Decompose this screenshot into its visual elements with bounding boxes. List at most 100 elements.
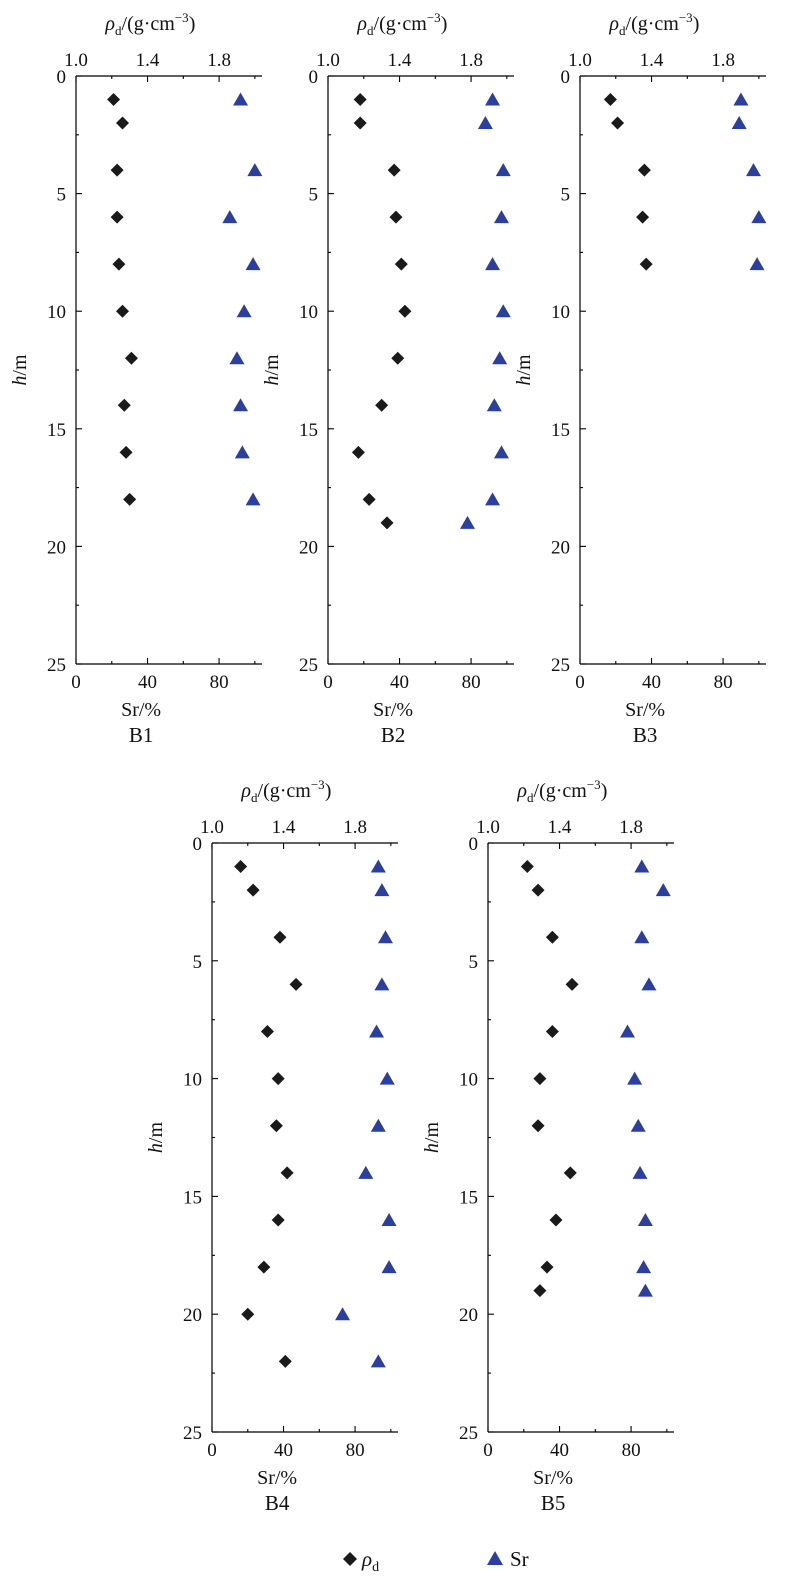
panel-label: B3	[633, 723, 658, 747]
rho-point	[533, 1072, 547, 1086]
rho-point	[123, 492, 137, 506]
sr-point	[233, 92, 249, 106]
sr-point	[495, 304, 511, 318]
sr-point	[637, 1283, 653, 1297]
top-tick-label: 1.4	[136, 50, 160, 71]
sr-point	[222, 210, 238, 224]
top-axis-title: ρd/(g·cm−3)	[356, 10, 447, 38]
legend-rho-symbol: ρ	[361, 1547, 372, 1571]
top-tick-label: 1.0	[568, 50, 592, 71]
y-tick-label: 10	[551, 302, 570, 323]
legend-sr-label: Sr	[510, 1547, 529, 1571]
top-tick-label: 1.8	[207, 50, 231, 71]
sr-point	[733, 92, 749, 106]
legend: ρd Sr	[343, 1547, 529, 1575]
top-tick-label: 1.0	[64, 50, 88, 71]
rho-point	[520, 860, 534, 874]
y-tick-label: 0	[309, 67, 319, 88]
legend-rho-marker	[343, 1552, 357, 1566]
y-tick-label: 20	[299, 537, 318, 558]
rho-point	[398, 304, 412, 318]
y-axis-title: h/m	[513, 354, 535, 386]
panel-label: B4	[265, 1491, 290, 1515]
rho-point	[273, 930, 287, 944]
y-tick-label: 0	[193, 834, 203, 855]
legend-sr-marker	[487, 1551, 503, 1565]
rho-point	[375, 398, 389, 412]
bottom-tick-label: 40	[138, 672, 157, 693]
bottom-tick-label: 40	[274, 1440, 293, 1461]
sr-point	[493, 445, 509, 459]
rho-point	[563, 1166, 577, 1180]
bottom-axis-title: Sr/%	[121, 699, 161, 721]
legend-rho-subscript: d	[372, 1560, 379, 1575]
y-tick-label: 25	[459, 1423, 478, 1444]
top-axis-title: ρd/(g·cm−3)	[608, 10, 699, 38]
rho-point	[394, 257, 408, 271]
panel-b2: 0 5 10 15 20 25 1.0 1.4 1.8 0 40 80 ρd/(g·cm−3) Sr/%B…	[261, 10, 514, 747]
top-axis-title: ρd/(g·cm−3)	[516, 777, 607, 805]
sr-point	[374, 977, 390, 991]
sr-point	[731, 116, 747, 130]
sr-point	[751, 210, 767, 224]
sr-point	[485, 257, 501, 271]
sr-point	[627, 1071, 643, 1085]
rho-point	[278, 1354, 292, 1368]
rho-point	[110, 163, 124, 177]
y-axis-title: h/m	[145, 1122, 167, 1154]
rho-point	[269, 1119, 283, 1133]
sr-point	[495, 163, 511, 177]
y-tick-label: 20	[183, 1305, 202, 1326]
sr-point	[641, 977, 657, 991]
rho-point	[289, 977, 303, 991]
bottom-tick-label: 80	[346, 1440, 365, 1461]
y-tick-label: 15	[183, 1187, 202, 1208]
sr-point	[358, 1165, 374, 1179]
rho-point	[117, 398, 131, 412]
sr-point	[335, 1307, 351, 1321]
top-tick-label: 1.8	[619, 817, 643, 838]
sr-point	[233, 398, 249, 412]
bottom-tick-label: 0	[483, 1440, 493, 1461]
rho-point	[353, 116, 367, 130]
sr-point	[236, 304, 252, 318]
y-tick-label: 5	[57, 185, 67, 206]
rho-point	[637, 163, 651, 177]
rho-point	[545, 930, 559, 944]
top-axis-title: ρd/(g·cm−3)	[104, 10, 195, 38]
y-tick-label: 0	[57, 67, 67, 88]
top-tick-label: 1.0	[316, 50, 340, 71]
sr-point	[745, 163, 761, 177]
sr-point	[636, 1260, 652, 1274]
legend-rho-label: ρd	[361, 1547, 379, 1575]
rho-point	[110, 210, 124, 224]
sr-point	[234, 445, 250, 459]
sr-point	[492, 351, 508, 365]
sr-point	[637, 1212, 653, 1226]
top-tick-label: 1.0	[200, 817, 224, 838]
bottom-tick-label: 80	[714, 672, 733, 693]
y-tick-label: 25	[551, 655, 570, 676]
y-tick-label: 0	[561, 67, 571, 88]
sr-point	[247, 163, 263, 177]
sr-point	[460, 515, 475, 529]
rho-point	[531, 883, 545, 897]
y-tick-label: 25	[183, 1423, 202, 1444]
rho-point	[549, 1213, 563, 1227]
y-axis-title: h/m	[261, 354, 283, 386]
y-tick-label: 10	[299, 302, 318, 323]
sr-point	[634, 859, 650, 873]
sr-point	[749, 257, 765, 271]
rho-point	[280, 1166, 294, 1180]
y-tick-label: 20	[47, 537, 66, 558]
rho-point	[116, 116, 129, 130]
rho-point	[107, 93, 121, 107]
sr-point	[245, 492, 261, 506]
y-tick-label: 10	[183, 1070, 202, 1091]
rho-point	[531, 1119, 545, 1133]
rho-point	[271, 1072, 285, 1086]
y-tick-label: 5	[469, 952, 479, 973]
y-tick-label: 20	[551, 537, 570, 558]
sr-point	[655, 883, 671, 897]
